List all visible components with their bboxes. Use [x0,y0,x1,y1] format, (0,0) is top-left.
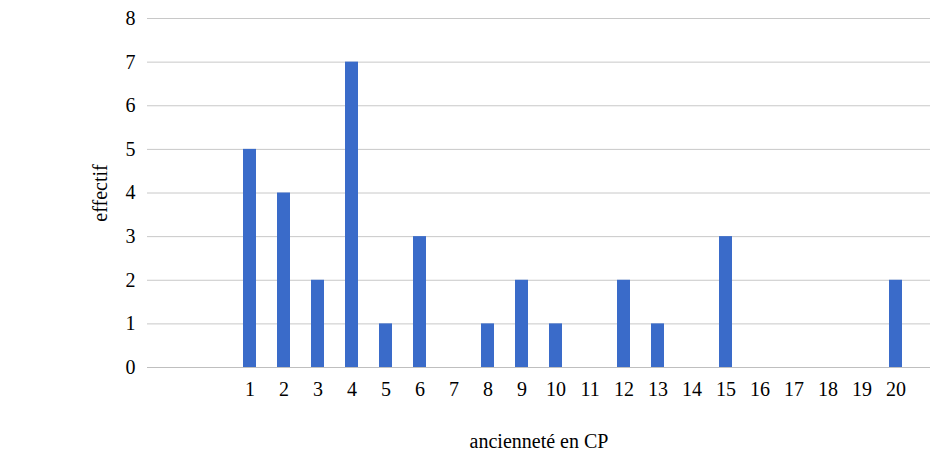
svg-text:7: 7 [449,378,459,400]
svg-text:3: 3 [313,378,323,400]
svg-text:19: 19 [852,378,872,400]
svg-text:1: 1 [126,312,136,334]
svg-text:13: 13 [648,378,668,400]
svg-text:8: 8 [483,378,493,400]
svg-text:4: 4 [126,181,136,203]
svg-text:14: 14 [682,378,702,400]
svg-text:16: 16 [750,378,770,400]
svg-text:2: 2 [126,269,136,291]
svg-text:5: 5 [126,138,136,160]
svg-text:7: 7 [126,51,136,73]
svg-text:0: 0 [126,356,136,378]
svg-text:6: 6 [126,94,136,116]
svg-text:2: 2 [279,378,289,400]
svg-text:1: 1 [245,378,255,400]
svg-text:9: 9 [517,378,527,400]
svg-text:15: 15 [716,378,736,400]
svg-text:12: 12 [614,378,634,400]
svg-text:18: 18 [818,378,838,400]
svg-text:ancienneté en CP: ancienneté en CP [470,430,609,452]
svg-text:8: 8 [126,7,136,29]
svg-text:20: 20 [886,378,906,400]
svg-text:3: 3 [126,225,136,247]
svg-text:10: 10 [546,378,566,400]
svg-text:effectif: effectif [89,164,111,222]
svg-text:17: 17 [784,378,804,400]
svg-text:11: 11 [580,378,599,400]
svg-text:6: 6 [415,378,425,400]
svg-text:5: 5 [381,378,391,400]
svg-text:4: 4 [347,378,357,400]
